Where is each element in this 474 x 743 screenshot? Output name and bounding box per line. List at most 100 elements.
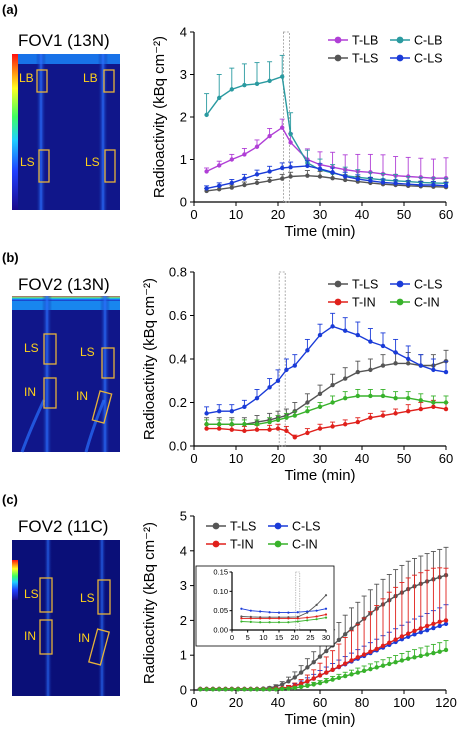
inset-data-point (240, 620, 243, 623)
legend: T-LB C-LB T-LS C-LS (328, 34, 442, 66)
data-point (324, 679, 329, 684)
roi-label: LS (80, 345, 95, 359)
roi-label: IN (24, 385, 36, 399)
data-point (343, 376, 348, 381)
roi-label: IN (76, 389, 88, 403)
x-tick-label: 0 (190, 451, 197, 466)
x-tick-label: 20 (271, 451, 285, 466)
y-tick-label: 2 (180, 110, 187, 125)
data-point (343, 422, 348, 427)
x-tick-label: 120 (435, 695, 457, 710)
data-point (254, 422, 260, 427)
data-point (368, 393, 373, 399)
legend-label: T-LS (352, 52, 378, 66)
series-line (200, 649, 447, 690)
series-C-IN (204, 389, 449, 427)
roi-box (104, 149, 116, 183)
data-point (317, 391, 323, 396)
x-tick-label: 40 (355, 451, 369, 466)
data-point (418, 630, 423, 635)
data-point (443, 621, 449, 627)
inset-data-point (324, 594, 328, 597)
data-point (280, 74, 285, 79)
y-tick-label: 0 (180, 195, 187, 210)
data-point (298, 681, 304, 686)
data-point (424, 623, 430, 629)
data-point (361, 652, 367, 657)
data-point (217, 687, 222, 692)
data-point (217, 183, 222, 189)
data-point (412, 628, 417, 634)
x-tick-label: 10 (229, 207, 243, 222)
data-point (273, 687, 279, 692)
inset-series-line (241, 614, 327, 619)
inset-series-C-IN (240, 616, 328, 624)
data-point (217, 163, 222, 168)
data-point (242, 404, 247, 410)
data-point (437, 619, 442, 624)
x-tick-label: 0 (190, 695, 197, 710)
inset-x-tick-label: 5 (246, 633, 250, 642)
data-point (280, 686, 285, 692)
data-point (355, 393, 360, 399)
roi-label: LB (83, 71, 98, 85)
data-point (275, 417, 281, 423)
data-point (380, 393, 386, 399)
inset-data-point (306, 610, 309, 613)
data-point (330, 176, 335, 181)
y-axis-label: Radioactivity (kBq cm⁻²) (141, 278, 158, 440)
inset-data-point (277, 621, 281, 624)
data-point (254, 427, 260, 432)
data-point (305, 400, 310, 405)
data-point (374, 665, 379, 670)
data-point (330, 400, 335, 405)
data-point (393, 659, 398, 665)
data-point (399, 658, 405, 663)
data-point (406, 631, 411, 636)
panel-label-c: (c) (2, 492, 18, 507)
data-point (368, 666, 373, 672)
legend-label: T-IN (230, 538, 254, 552)
legend: T-LS C-LS T-IN C-IN (206, 520, 320, 552)
data-point (217, 95, 222, 101)
data-point (267, 385, 272, 390)
data-point (349, 626, 354, 631)
data-point (288, 140, 293, 145)
data-point (330, 382, 335, 388)
data-point (217, 422, 222, 427)
y-tick-label: 0.4 (169, 352, 187, 367)
series-T-LS (204, 349, 449, 427)
data-point (368, 339, 373, 344)
legend-marker (396, 298, 404, 306)
data-point (431, 650, 436, 656)
data-point (317, 332, 323, 338)
data-point (443, 618, 449, 623)
inset-data-point (268, 611, 271, 614)
x-tick-label: 30 (313, 451, 327, 466)
x-tick-label: 40 (355, 207, 369, 222)
data-point (242, 176, 247, 181)
data-point (355, 655, 360, 660)
data-point (305, 348, 310, 353)
data-point (443, 647, 449, 653)
data-point (368, 415, 373, 420)
y-tick-label: 4 (180, 543, 187, 558)
series-line (206, 75, 447, 184)
legend-label: T-IN (352, 296, 376, 310)
data-point (330, 424, 335, 429)
inset-data-point (296, 620, 299, 623)
y-tick-label: 3 (180, 578, 187, 593)
data-point (406, 181, 411, 187)
data-point (204, 169, 209, 174)
legend-marker (274, 540, 282, 548)
fov-image-b: LS LS IN IN (12, 296, 120, 453)
y-tick-label: 3 (180, 67, 187, 82)
series-T-IN (204, 399, 449, 440)
data-point (380, 363, 386, 368)
inset-data-point (296, 611, 299, 614)
data-point (305, 683, 310, 689)
y-tick-label: 0.0 (169, 439, 187, 454)
data-point (343, 395, 348, 401)
data-point (254, 172, 260, 177)
x-tick-label: 80 (355, 695, 369, 710)
